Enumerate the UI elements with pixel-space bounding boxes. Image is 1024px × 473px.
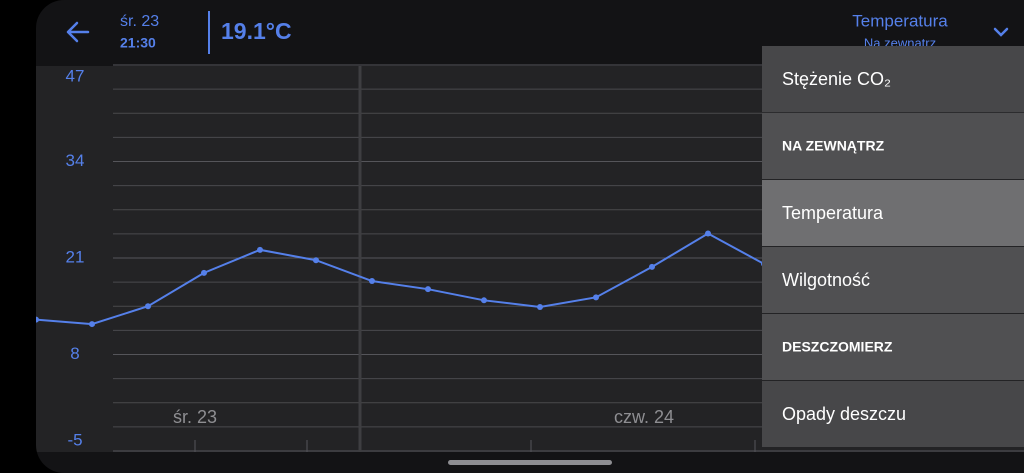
data-point <box>89 321 95 328</box>
day-label: czw. 24 <box>614 407 674 427</box>
menu-item[interactable] <box>762 180 1024 246</box>
dropdown-menu: Stężenie CO₂ NA ZEWNĄTRZ Temperatura Wilgot… <box>762 46 1024 447</box>
y-tick-label: 34 <box>66 151 85 170</box>
home-indicator <box>448 460 612 465</box>
back-button[interactable] <box>66 21 90 43</box>
menu-item[interactable] <box>762 46 1024 112</box>
y-tick-label: -5 <box>67 430 82 449</box>
y-tick-label: 8 <box>70 344 79 363</box>
time: 21:30 <box>120 35 156 51</box>
data-point <box>481 297 487 304</box>
data-point <box>36 316 39 323</box>
menu-item[interactable] <box>762 113 1024 179</box>
data-point <box>201 269 207 276</box>
reading: 19.1°C <box>221 18 292 44</box>
data-point <box>257 246 263 253</box>
menu-item-label: Wilgotność <box>782 270 870 290</box>
dropdown-chevron[interactable] <box>993 27 1009 37</box>
y-tick-label: 47 <box>66 66 85 85</box>
menu-item-label: Stężenie CO₂ <box>782 69 891 89</box>
data-point <box>649 263 655 270</box>
menu-item-label: Temperatura <box>782 203 884 223</box>
metric-selector[interactable]: Temperatura <box>852 11 948 30</box>
data-point <box>425 286 431 293</box>
date: śr. 23 <box>120 13 159 30</box>
data-point <box>537 303 543 310</box>
data-point <box>593 294 599 301</box>
data-point <box>145 303 151 310</box>
y-tick-label: 21 <box>66 247 85 266</box>
menu-item-label: Opady deszczu <box>782 404 906 424</box>
menu-section-label: NA ZEWNĄTRZ <box>782 138 885 154</box>
data-point <box>313 257 319 264</box>
data-point <box>705 230 711 237</box>
menu-item[interactable] <box>762 247 1024 313</box>
line <box>36 232 765 326</box>
menu-section-label: DESZCZOMIERZ <box>782 339 893 355</box>
day-label: śr. 23 <box>173 407 217 427</box>
menu-item[interactable] <box>762 314 1024 380</box>
data-point <box>369 278 375 285</box>
menu-item[interactable] <box>762 381 1024 447</box>
